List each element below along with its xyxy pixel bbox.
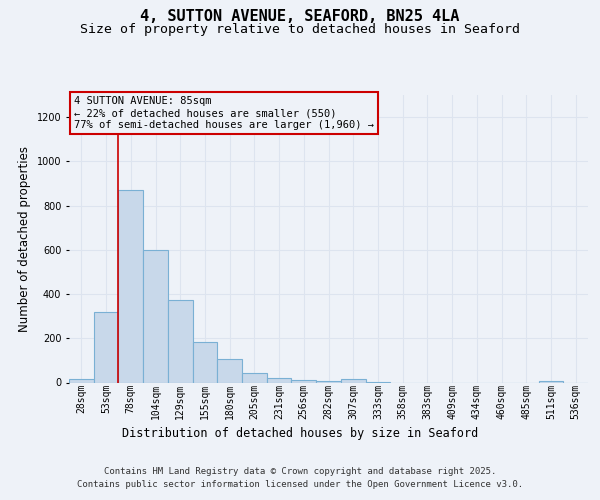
Bar [292, 380, 316, 382]
Bar [267, 378, 292, 382]
Bar [69, 378, 94, 382]
Bar [168, 300, 193, 382]
Text: Size of property relative to detached houses in Seaford: Size of property relative to detached ho… [80, 22, 520, 36]
Bar [242, 373, 267, 382]
Text: 4, SUTTON AVENUE, SEAFORD, BN25 4LA: 4, SUTTON AVENUE, SEAFORD, BN25 4LA [140, 9, 460, 24]
Bar [217, 360, 242, 382]
Text: Contains HM Land Registry data © Crown copyright and database right 2025.
Contai: Contains HM Land Registry data © Crown c… [77, 468, 523, 489]
Bar [193, 342, 217, 382]
Text: 4 SUTTON AVENUE: 85sqm
← 22% of detached houses are smaller (550)
77% of semi-de: 4 SUTTON AVENUE: 85sqm ← 22% of detached… [74, 96, 374, 130]
Bar [118, 190, 143, 382]
Bar [143, 250, 168, 382]
Bar [341, 380, 365, 382]
Text: Distribution of detached houses by size in Seaford: Distribution of detached houses by size … [122, 428, 478, 440]
Bar [94, 312, 118, 382]
Y-axis label: Number of detached properties: Number of detached properties [18, 146, 31, 332]
